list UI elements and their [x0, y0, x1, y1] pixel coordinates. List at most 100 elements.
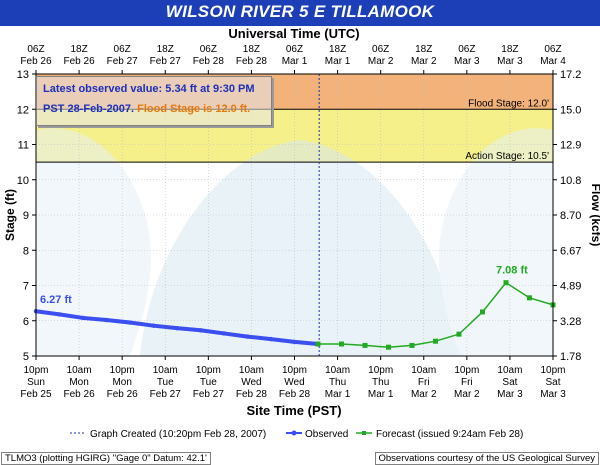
x-bottom-tick-label: Mar 1 [325, 389, 351, 400]
observed-point [80, 315, 86, 321]
threshold-label: Action Stage: 10.5' [465, 151, 549, 162]
x-bottom-tick-label: Mar 3 [497, 389, 523, 400]
y2-tick-label: 6.67 [560, 245, 581, 257]
x-bottom-tick-label: 10pm [110, 365, 135, 376]
forecast-point [480, 309, 485, 315]
forecast-point [315, 341, 321, 347]
legend-observed-marker [291, 430, 297, 436]
x-top-tick-label: Feb 28 [193, 56, 225, 67]
x-bottom-tick-label: 10am [497, 365, 522, 376]
x-top-tick-label: 06Z [458, 44, 475, 55]
latest-observation-box: Latest observed value: 5.34 ft at 9:30 P… [36, 76, 272, 126]
y-axis-title: Stage (ft) [3, 189, 17, 241]
y-tick-label: 11 [18, 140, 29, 152]
legend-observed-label: Observed [305, 429, 348, 440]
x-bottom-tick-label: Feb 25 [20, 389, 52, 400]
y2-tick-label: 8.70 [560, 210, 581, 222]
title-bar [0, 0, 600, 26]
x-bottom-tick-label: Tue [200, 377, 217, 388]
threshold-label: Flood Stage: 12.0' [468, 98, 549, 109]
footer-gauge-info: TLMO3 (plotting HGIRG) "Gage 0" Datum: 4… [1, 452, 211, 465]
y2-tick-label: 4.89 [560, 281, 581, 293]
observed-point [151, 323, 156, 328]
forecast-point [433, 338, 438, 344]
x-top-tick-label: 18Z [157, 44, 174, 55]
legend-forecast-label: Forecast (issued 9:24am Feb 28) [376, 429, 523, 440]
x-bottom-tick-label: 10am [325, 365, 350, 376]
y-tick-label: 5 [23, 351, 29, 363]
forecast-point [362, 342, 368, 348]
y2-tick-label: 3.28 [560, 316, 581, 328]
top-axis-title: Universal Time (UTC) [228, 26, 359, 41]
x-top-tick-label: 06Z [286, 44, 303, 55]
x-top-tick-label: 18Z [243, 44, 260, 55]
observed-point [174, 325, 180, 331]
observed-point [221, 331, 227, 336]
observed-point [127, 320, 133, 325]
x-bottom-tick-label: Mar 2 [454, 389, 480, 400]
x-bottom-tick-label: Mar 1 [368, 389, 394, 400]
y-tick-label: 12 [17, 104, 29, 116]
x-bottom-tick-label: Feb 26 [64, 389, 96, 400]
forecast-point [386, 344, 391, 350]
y2-tick-label: 1.78 [560, 351, 581, 363]
flood-stage-note: Flood Stage is 12.0 ft. [137, 103, 251, 115]
y-tick-label: 10 [17, 175, 29, 187]
watermark-wave-right [439, 128, 553, 356]
x-bottom-tick-label: Feb 27 [193, 389, 225, 400]
x-top-tick-label: Mar 1 [282, 56, 308, 67]
x-bottom-tick-label: 10am [239, 365, 264, 376]
x-top-tick-label: Feb 26 [64, 56, 96, 67]
observed-point [292, 339, 297, 345]
y2-axis-title: Flow (kcfs) [589, 184, 600, 247]
latest-observation-date: PST 28-Feb-2007. [43, 103, 135, 115]
y-tick-label: 7 [23, 281, 29, 293]
x-top-tick-label: 06Z [200, 44, 217, 55]
x-bottom-tick-label: 10pm [540, 365, 565, 376]
x-top-tick-label: Feb 26 [20, 56, 52, 67]
observed-point [104, 317, 109, 323]
observed-peak-label: 6.27 ft [40, 294, 72, 306]
y2-tick-label: 10.8 [560, 175, 581, 187]
footer-credits: Observations courtesy of the US Geologic… [374, 452, 599, 465]
x-bottom-tick-label: Feb 28 [236, 389, 268, 400]
legend-forecast-marker [362, 431, 366, 435]
y2-tick-label: 12.9 [560, 140, 581, 152]
x-bottom-tick-label: Tue [157, 377, 174, 388]
x-top-tick-label: Mar 2 [368, 56, 394, 67]
x-top-tick-label: Mar 3 [454, 56, 480, 67]
bottom-axis-title: Site Time (PST) [246, 403, 341, 418]
x-bottom-tick-label: Feb 26 [107, 389, 139, 400]
x-top-tick-label: Feb 27 [107, 56, 139, 67]
x-top-tick-label: 06Z [27, 44, 44, 55]
legend: Graph Created (10:20pm Feb 28, 2007) Obs… [70, 429, 523, 440]
observed-point [198, 328, 203, 333]
x-bottom-tick-label: Mon [69, 377, 88, 388]
x-top-tick-label: 18Z [415, 44, 432, 55]
forecast-peak-label: 7.08 ft [496, 265, 528, 277]
x-bottom-tick-label: Thu [372, 377, 389, 388]
forecast-point [456, 331, 462, 337]
x-bottom-tick-label: Mon [112, 377, 131, 388]
x-top-tick-label: Feb 28 [236, 56, 268, 67]
y2-tick-label: 17.2 [560, 69, 581, 81]
x-bottom-tick-label: Sun [27, 377, 45, 388]
x-top-tick-label: Feb 27 [150, 56, 182, 67]
x-bottom-tick-label: Wed [284, 377, 304, 388]
x-top-tick-label: Mar 3 [497, 56, 523, 67]
x-bottom-tick-label: Sat [545, 377, 560, 388]
x-top-tick-label: 06Z [544, 44, 561, 55]
x-top-tick-label: 18Z [501, 44, 518, 55]
chart-title: WILSON RIVER 5 E TILLAMOOK [165, 2, 435, 21]
x-bottom-tick-label: Fri [418, 377, 430, 388]
footer-bar: TLMO3 (plotting HGIRG) "Gage 0" Datum: 4… [0, 452, 600, 465]
legend-created-label: Graph Created (10:20pm Feb 28, 2007) [90, 429, 266, 440]
x-bottom-tick-label: Feb 27 [150, 389, 182, 400]
x-bottom-tick-label: 10pm [368, 365, 393, 376]
x-bottom-tick-label: Fri [461, 377, 473, 388]
y-tick-label: 13 [17, 69, 29, 81]
forecast-point [503, 280, 509, 286]
x-bottom-tick-label: 10pm [454, 365, 479, 376]
x-bottom-tick-label: 10pm [282, 365, 307, 376]
